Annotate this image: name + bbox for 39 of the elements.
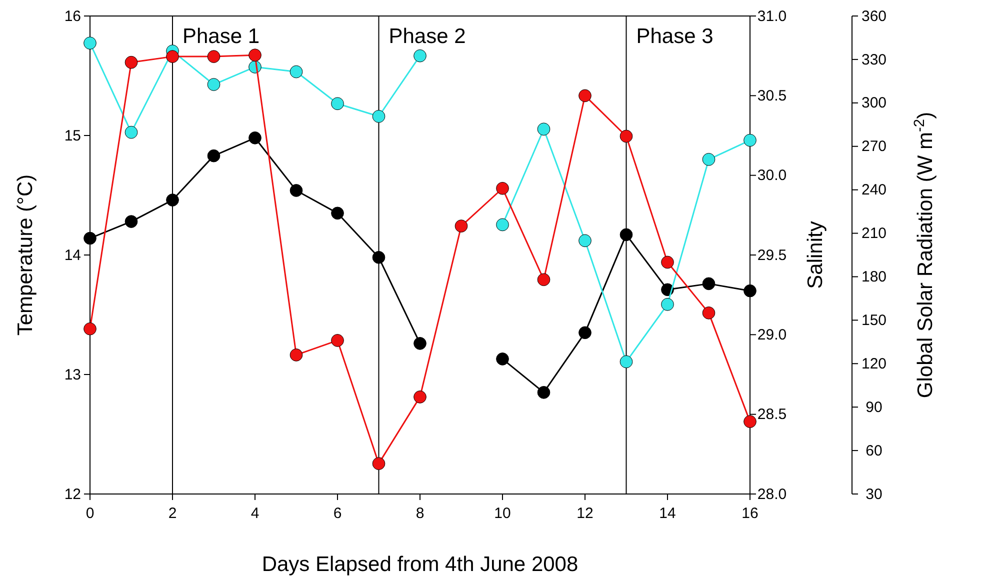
y3-tick-label: 210 xyxy=(861,225,887,242)
y2-tick-label: 30.0 xyxy=(757,167,787,184)
y3-tick-label: 60 xyxy=(866,442,882,460)
y3-tick-label: 90 xyxy=(866,398,882,416)
y2-tick-label: 28.5 xyxy=(757,406,787,424)
y3-tick-label: 300 xyxy=(861,94,887,112)
x-tick-label: 14 xyxy=(659,505,676,522)
y2-tick-label: 29.0 xyxy=(757,326,787,344)
y3-tick-label: 270 xyxy=(861,138,887,156)
y3-tick-label: 30 xyxy=(866,486,882,503)
ref-line-label: Phase 2 xyxy=(388,25,466,48)
y3-tick-label: 150 xyxy=(861,312,887,329)
y-tick-label: 12 xyxy=(64,486,81,503)
x-axis-title: Days Elapsed from 4th June 2008 xyxy=(262,553,578,576)
x-tick-label: 4 xyxy=(250,505,260,522)
y2-tick-label: 28.0 xyxy=(757,486,787,503)
y2-axis-title: Salinity xyxy=(804,220,827,289)
y-tick-label: 16 xyxy=(64,8,81,25)
ref-line-label: Phase 1 xyxy=(182,25,260,48)
x-tick-label: 0 xyxy=(86,505,94,522)
x-tick-label: 16 xyxy=(742,505,758,522)
y3-tick-label: 120 xyxy=(861,355,887,372)
y-axis-title: Temperature (°C) xyxy=(14,174,37,336)
x-tick-label: 8 xyxy=(416,505,424,522)
y2-tick-label: 30.5 xyxy=(757,87,787,104)
y3-tick-label: 240 xyxy=(861,182,887,199)
ref-line-label: Phase 3 xyxy=(636,25,714,48)
y-tick-label: 14 xyxy=(64,246,81,264)
x-tick-label: 12 xyxy=(576,505,594,522)
y3-tick-label: 330 xyxy=(861,51,887,68)
y3-tick-label: 360 xyxy=(861,8,887,25)
y-tick-label: 15 xyxy=(64,127,81,144)
x-tick-label: 2 xyxy=(168,505,177,522)
y2-tick-label: 31.0 xyxy=(757,8,787,25)
y2-tick-label: 29.5 xyxy=(757,246,787,264)
x-tick-label: 6 xyxy=(333,505,342,522)
y-tick-label: 13 xyxy=(64,366,81,384)
y3-tick-label: 180 xyxy=(861,268,887,286)
x-tick-label: 10 xyxy=(494,505,511,522)
